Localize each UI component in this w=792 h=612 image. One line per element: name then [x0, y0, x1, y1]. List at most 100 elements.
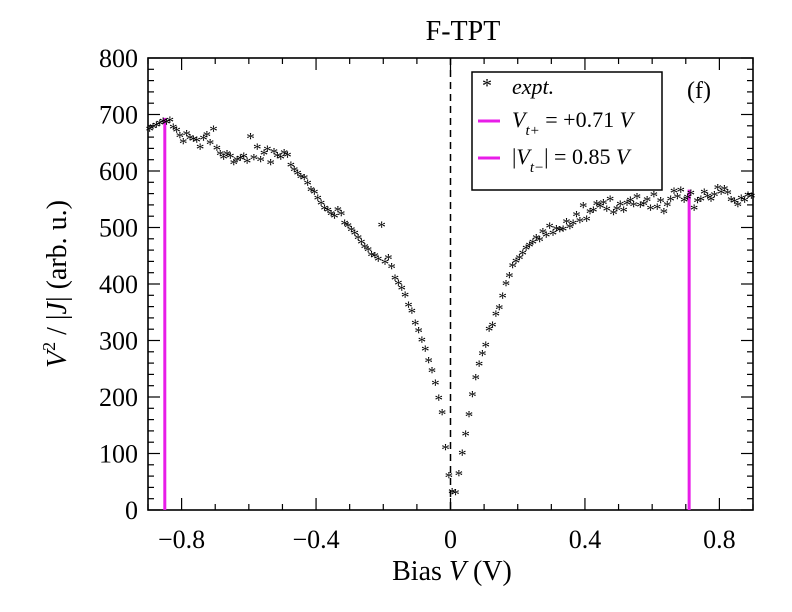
legend-label-expt: expt. — [512, 74, 554, 99]
expt-point: * — [162, 115, 171, 134]
expt-point: * — [633, 189, 642, 208]
expt-point: * — [606, 191, 615, 210]
expt-point: * — [313, 190, 322, 209]
expt-point: * — [535, 232, 544, 251]
expt-point: * — [555, 222, 564, 241]
expt-point: * — [391, 270, 400, 289]
expt-point: * — [653, 199, 662, 218]
expt-point: * — [455, 466, 464, 485]
expt-point: * — [461, 426, 470, 445]
x-tick-label: 0.4 — [569, 525, 602, 554]
y-axis: 0 100 200 300 400 500 600 700 800 — [99, 44, 753, 525]
expt-point: * — [273, 148, 282, 167]
expt-point: * — [223, 146, 232, 165]
expt-point: * — [703, 189, 712, 208]
expt-point: * — [152, 117, 161, 136]
expt-point: * — [549, 225, 558, 244]
expt-point: * — [522, 241, 531, 260]
expt-point: * — [542, 228, 551, 247]
expt-point: * — [145, 121, 154, 140]
expt-point: * — [387, 259, 396, 278]
expt-point: * — [176, 128, 185, 147]
expt-point: * — [347, 222, 356, 241]
expt-point: * — [330, 208, 339, 227]
expt-point: * — [730, 194, 739, 213]
expt-point: * — [367, 247, 376, 266]
legend-label-vt-minus: |Vt−| = 0.85 V — [512, 144, 632, 176]
expt-point: * — [357, 234, 366, 253]
expt-point: * — [603, 202, 612, 221]
y-tick-label: 400 — [99, 270, 138, 299]
expt-point: * — [149, 119, 158, 138]
expt-point: * — [156, 116, 165, 135]
expt-point: * — [589, 203, 598, 222]
expt-point: * — [673, 189, 682, 208]
expt-point: * — [707, 191, 716, 210]
expt-point: * — [572, 207, 581, 226]
expt-point: * — [401, 287, 410, 306]
expt-point: * — [384, 250, 393, 269]
y-axis-title-v: V — [42, 348, 73, 368]
legend-label-vt-plus: Vt+ = +0.71 V — [512, 107, 636, 139]
expt-point: * — [663, 197, 672, 216]
y-tick-label: 100 — [99, 440, 138, 469]
expt-point: * — [505, 268, 514, 287]
y-axis-title-j: J — [42, 300, 73, 314]
expt-point: * — [209, 121, 218, 140]
expt-point: * — [287, 157, 296, 176]
expt-point: * — [636, 198, 645, 217]
expt-point: * — [616, 196, 625, 215]
expt-point: * — [169, 120, 178, 139]
expt-point: * — [354, 230, 363, 249]
expt-point: * — [377, 217, 386, 236]
expt-point: * — [398, 281, 407, 300]
expt-point: * — [199, 130, 208, 149]
expt-point: * — [646, 200, 655, 219]
expt-point: * — [623, 195, 632, 214]
expt-point: * — [519, 246, 528, 265]
expt-point: * — [404, 298, 413, 317]
expt-point: * — [206, 135, 215, 154]
expt-point: * — [492, 307, 501, 326]
x-tick-label: 0.8 — [703, 525, 736, 554]
expt-point: * — [441, 440, 450, 459]
expt-point: * — [344, 218, 353, 237]
expt-point: * — [724, 185, 733, 204]
x-axis-title-unit: (V) — [466, 556, 512, 587]
expt-point: * — [445, 468, 454, 487]
expt-point: * — [596, 199, 605, 218]
expt-point: * — [219, 150, 228, 169]
expt-point: * — [666, 191, 675, 210]
expt-point: * — [448, 484, 457, 503]
expt-point: * — [747, 189, 756, 208]
chart-title: F-TPT — [426, 16, 501, 47]
y-axis-title-unit: | (arb. u.) — [42, 200, 73, 302]
expt-point: * — [293, 165, 302, 184]
legend-vt-minus-bar-left: | — [512, 144, 516, 169]
expt-point: * — [371, 248, 380, 267]
expt-point: * — [229, 155, 238, 174]
expt-point: * — [428, 363, 437, 382]
expt-point: * — [414, 323, 423, 342]
y-axis-title-slash: / | — [42, 314, 73, 341]
expt-point: * — [381, 255, 390, 274]
expt-point: * — [253, 139, 262, 158]
expt-point: * — [532, 230, 541, 249]
expt-point: * — [545, 219, 554, 238]
expt-point: * — [277, 150, 286, 169]
legend-expt-marker: * — [482, 75, 492, 97]
expt-point: * — [569, 216, 578, 235]
expt-point: * — [539, 224, 548, 243]
expt-point: * — [643, 192, 652, 211]
expt-point: * — [179, 134, 188, 153]
legend-vt-minus-value: | = 0.85 — [544, 144, 616, 169]
x-tick-label: −0.8 — [158, 525, 205, 554]
expt-point: * — [260, 146, 269, 165]
expt-point: * — [283, 147, 292, 166]
expt-point: * — [408, 303, 417, 322]
expt-point: * — [475, 356, 484, 375]
expt-point: * — [656, 193, 665, 212]
expt-point: * — [495, 300, 504, 319]
expt-point: * — [350, 225, 359, 244]
expt-point: * — [364, 242, 373, 261]
